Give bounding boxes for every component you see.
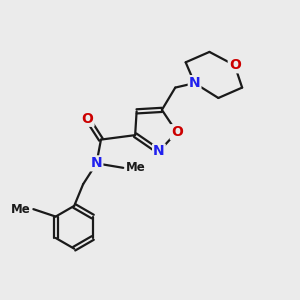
Text: Me: Me — [11, 202, 31, 216]
Text: O: O — [171, 125, 183, 139]
Text: Me: Me — [126, 161, 146, 174]
Text: N: N — [153, 145, 165, 158]
Text: N: N — [189, 76, 200, 90]
Text: O: O — [82, 112, 94, 126]
Text: N: N — [91, 156, 102, 170]
Text: O: O — [229, 58, 241, 72]
